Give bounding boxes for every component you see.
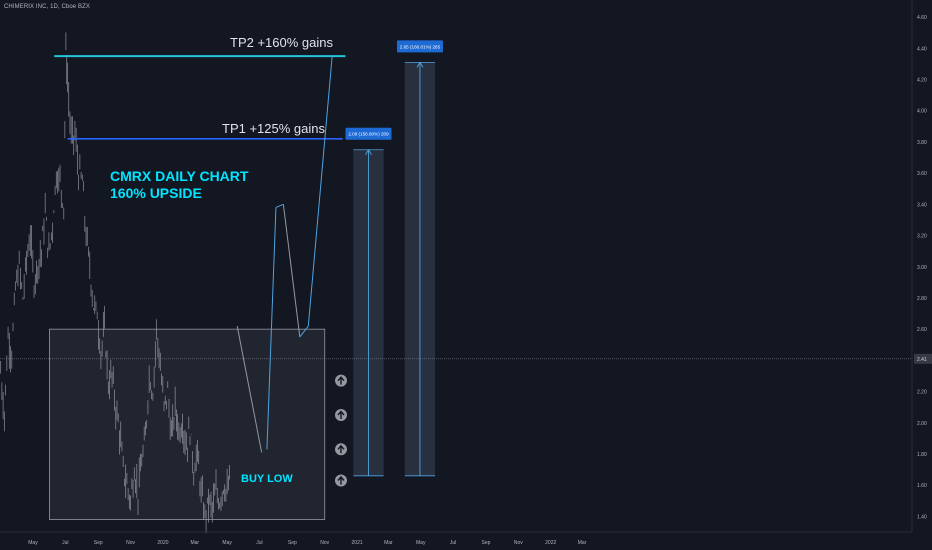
measure-label: 2.09 (156.60%) 209 [348, 132, 389, 137]
x-tick-label: 2020 [157, 540, 168, 546]
y-tick-label: 3.40 [917, 202, 927, 208]
x-tick-label: Mar [384, 540, 393, 546]
y-tick-label: 4.40 [917, 46, 927, 52]
measure-label: 2.65 (160.01%) 265 [400, 44, 441, 49]
y-tick-label: 1.80 [917, 452, 927, 458]
y-tick-label: 2.80 [917, 296, 927, 302]
x-tick-label: Jul [256, 540, 262, 546]
y-tick-label: 3.00 [917, 265, 927, 271]
x-tick-label: May [28, 540, 38, 546]
x-tick-label: May [416, 540, 426, 546]
x-tick-label: Nov [126, 540, 135, 546]
x-tick-label: Nov [514, 540, 523, 546]
annotation-layer: TP2 +160% gains TP1 +125% gains CMRX DAILY… [110, 35, 333, 485]
x-tick-label: Jul [62, 540, 68, 546]
x-tick-label: Sep [482, 540, 491, 546]
measure-label-bg [396, 40, 443, 53]
projection-leg [275, 203, 284, 208]
y-tick-label: 3.60 [917, 171, 927, 177]
up-arrow-glyph [337, 376, 345, 385]
y-tick-label: 1.40 [917, 514, 927, 520]
measure-arrow-head [365, 148, 372, 155]
price-axis: 4.60 4.40 4.20 4.00 3.80 3.60 3.40 3.20 3.00 2.80… [911, 0, 932, 532]
up-arrow-glyph [337, 444, 345, 454]
x-tick-label: Mar [578, 540, 587, 546]
y-tick-label: 2.00 [917, 421, 927, 427]
y-tick-label: 4.60 [917, 15, 927, 21]
chart-title-line2: 160% UPSIDE [110, 185, 202, 201]
grey-swing-path [236, 325, 263, 453]
y-tick-label: 3.80 [917, 140, 927, 146]
x-tick-label: Jul [450, 540, 456, 546]
projection-leg [282, 204, 301, 338]
x-tick-label: May [222, 540, 232, 546]
x-tick-label: 2022 [545, 540, 556, 546]
x-tick-label: 2021 [352, 540, 363, 546]
y-tick-label: 4.20 [917, 78, 927, 84]
boxes-layer: 2.09 (156.60%) 209 2.65 (160.01%) 265 [49, 40, 443, 520]
measure-arrow-head [416, 61, 424, 68]
x-tick-label: Sep [94, 540, 103, 546]
up-arrow-glyph [337, 475, 345, 485]
lines-layer [54, 55, 347, 487]
tp2-label: TP2 +160% gains [230, 35, 333, 50]
x-tick-label: Mar [190, 540, 199, 546]
current-price-label: 2.41 [917, 357, 927, 363]
x-tick-label: Nov [320, 540, 329, 546]
up-arrow-glyph [337, 410, 345, 419]
projection-leg [266, 207, 277, 450]
projection-leg [299, 325, 309, 338]
y-tick-label: 1.60 [917, 483, 927, 489]
buy-low-label: BUY LOW [241, 473, 293, 485]
current-price-badge [914, 353, 932, 364]
range-box [49, 328, 326, 520]
y-tick-label: 4.00 [917, 109, 927, 115]
time-axis: May Jul Sep Nov 2020 Mar May Jul Sep Nov 2021 Mar Ma… [0, 531, 912, 546]
y-tick-label: 2.20 [917, 390, 927, 396]
chart-title-line1: CMRX DAILY CHART [110, 168, 249, 184]
y-tick-label: 2.60 [917, 327, 927, 333]
x-tick-label: Sep [288, 540, 297, 546]
symbol-header: CHIMERIX INC, 1D, Cboe BZX [4, 4, 90, 10]
y-tick-label: 3.20 [917, 234, 927, 240]
projection-leg [307, 56, 333, 327]
tp1-label: TP1 +125% gains [222, 121, 325, 136]
measure-label-bg [345, 127, 392, 140]
candles-layer [0, 32, 231, 534]
